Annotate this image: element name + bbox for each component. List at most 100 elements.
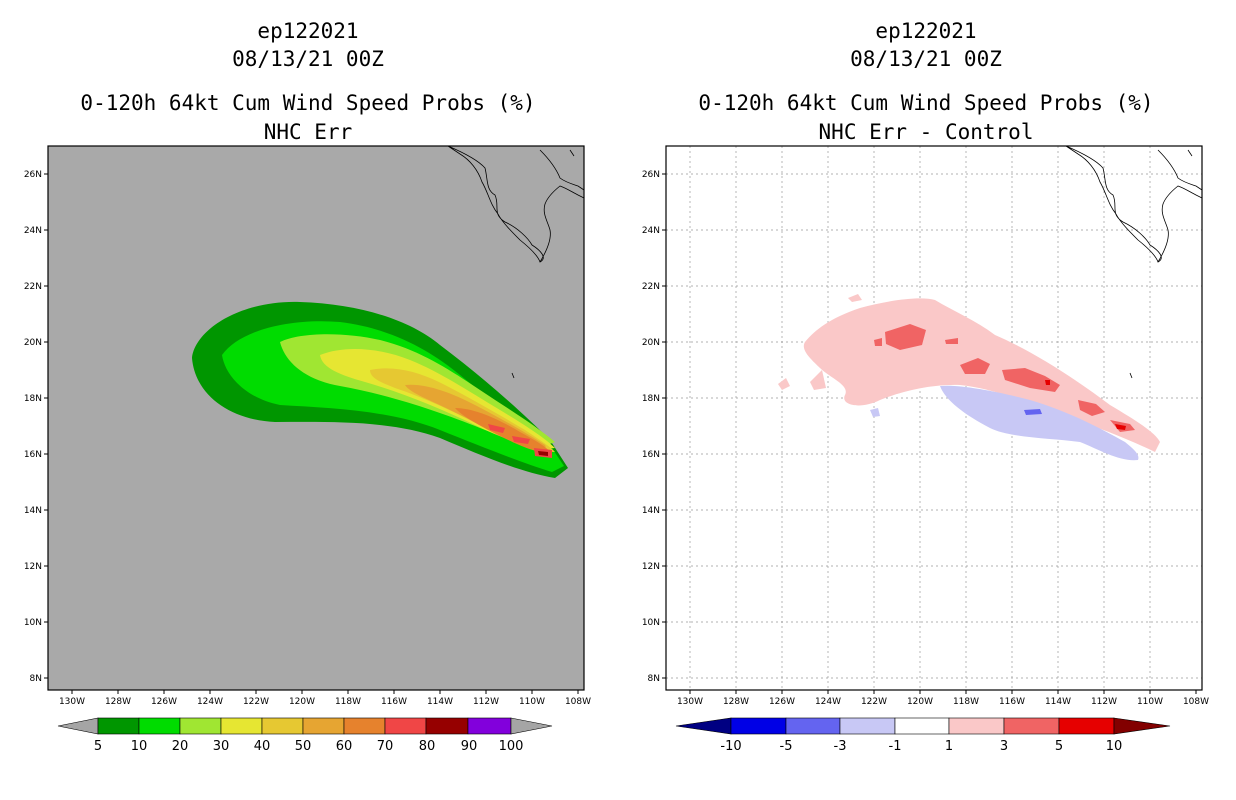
left-colorbar-bin-90-100 — [467, 717, 512, 735]
right-colorbar-bin-1-3 — [948, 717, 1005, 735]
left-colorbar-bin-60-70 — [343, 717, 386, 735]
left-lon-130W: 130W — [59, 697, 85, 707]
left-lon-112W: 112W — [473, 697, 499, 707]
left-colorbar-bin-30-40 — [220, 717, 263, 735]
right-colorbar-bin-5-10 — [1058, 717, 1115, 735]
right-lat-26N: 26N — [642, 170, 660, 180]
right-subtitle: NHC Err - Control — [818, 120, 1034, 144]
left-colorbar-label: 20 — [172, 739, 189, 754]
right-lon-118W: 118W — [953, 697, 979, 707]
right-lat-22N: 22N — [642, 282, 660, 292]
left-colorbar-bin-50-60 — [302, 717, 345, 735]
left-colorbar-bin-40-50 — [261, 717, 304, 735]
left-colorbar-label: 70 — [377, 739, 394, 754]
left-map-frame — [47, 145, 585, 691]
left-colorbar: 5 10 20 30 40 50 60 70 80 90 100 — [57, 717, 553, 754]
left-lat-16N: 16N — [24, 450, 42, 460]
left-lat-22N: 22N — [24, 282, 42, 292]
right-colorbar-label: -3 — [834, 739, 847, 754]
right-lat-10N: 10N — [642, 618, 660, 628]
right-colorbar-bin-n5-n3 — [785, 717, 841, 735]
left-lat-axis: 26N 24N 22N 20N 18N 16N 14N 12N 10N 8N — [24, 170, 48, 684]
left-lat-18N: 18N — [24, 394, 42, 404]
right-colorbar-over — [1113, 717, 1171, 735]
left-colorbar-bin-5-10 — [97, 717, 140, 735]
left-colorbar-label: 30 — [213, 739, 230, 754]
right-colorbar-label: -10 — [720, 739, 741, 754]
right-colorbar-under — [675, 717, 732, 735]
right-lon-114W: 114W — [1045, 697, 1071, 707]
left-lat-12N: 12N — [24, 562, 42, 572]
right-lat-8N: 8N — [648, 674, 660, 684]
right-lat-20N: 20N — [642, 338, 660, 348]
right-lon-axis: 130W 128W 126W 124W 122W 120W 118W 116W … — [677, 690, 1209, 707]
left-lon-124W: 124W — [197, 697, 223, 707]
right-colorbar-bin-n1-1 — [894, 717, 950, 735]
left-lon-118W: 118W — [335, 697, 361, 707]
right-colorbar-bin-n3-n1 — [839, 717, 896, 735]
right-colorbar: -10 -5 -3 -1 1 3 5 10 — [675, 717, 1171, 754]
right-lon-120W: 120W — [907, 697, 933, 707]
left-lon-108W: 108W — [565, 697, 591, 707]
left-lat-10N: 10N — [24, 618, 42, 628]
right-lon-110W: 110W — [1137, 697, 1163, 707]
left-colorbar-over — [510, 717, 553, 735]
right-lon-124W: 124W — [815, 697, 841, 707]
right-lat-16N: 16N — [642, 450, 660, 460]
left-lon-122W: 122W — [243, 697, 269, 707]
left-product-title: 0-120h 64kt Cum Wind Speed Probs (%) — [80, 91, 536, 115]
left-lat-24N: 24N — [24, 226, 42, 236]
left-lat-26N: 26N — [24, 170, 42, 180]
left-colorbar-label: 60 — [336, 739, 353, 754]
right-datetime: 08/13/21 00Z — [850, 47, 1002, 71]
left-colorbar-label: 90 — [461, 739, 478, 754]
left-lat-20N: 20N — [24, 338, 42, 348]
left-lon-axis: 130W 128W 126W 124W 122W 120W 118W 116W … — [59, 690, 591, 707]
right-lon-126W: 126W — [769, 697, 795, 707]
right-colorbar-label: 10 — [1106, 739, 1123, 754]
left-lat-14N: 14N — [24, 506, 42, 516]
right-colorbar-label: -1 — [889, 739, 902, 754]
left-colorbar-label: 10 — [131, 739, 148, 754]
left-colorbar-under — [57, 717, 99, 735]
right-lon-116W: 116W — [999, 697, 1025, 707]
right-lon-128W: 128W — [723, 697, 749, 707]
left-datetime: 08/13/21 00Z — [232, 47, 384, 71]
right-lon-108W: 108W — [1183, 697, 1209, 707]
right-product-title: 0-120h 64kt Cum Wind Speed Probs (%) — [698, 91, 1154, 115]
left-colorbar-label: 80 — [419, 739, 436, 754]
right-colorbar-label: -5 — [780, 739, 793, 754]
left-storm-id: ep122021 — [257, 19, 359, 43]
left-lon-128W: 128W — [105, 697, 131, 707]
left-lon-120W: 120W — [289, 697, 315, 707]
right-difference-field — [778, 294, 1160, 461]
right-lat-12N: 12N — [642, 562, 660, 572]
left-lon-114W: 114W — [427, 697, 453, 707]
right-lat-24N: 24N — [642, 226, 660, 236]
left-colorbar-label: 50 — [295, 739, 312, 754]
left-colorbar-bin-70-80 — [384, 717, 427, 735]
left-lat-8N: 8N — [30, 674, 42, 684]
right-lon-130W: 130W — [677, 697, 703, 707]
right-lat-18N: 18N — [642, 394, 660, 404]
right-coastline — [1065, 145, 1203, 379]
left-lon-126W: 126W — [151, 697, 177, 707]
right-storm-id: ep122021 — [875, 19, 977, 43]
left-probability-swath — [192, 301, 568, 478]
right-lat-axis: 26N 24N 22N 20N 18N 16N 14N 12N 10N 8N — [642, 170, 666, 684]
right-lon-112W: 112W — [1091, 697, 1117, 707]
right-colorbar-bin-n10-n5 — [730, 717, 787, 735]
right-lon-122W: 122W — [861, 697, 887, 707]
right-colorbar-label: 3 — [1000, 739, 1008, 754]
right-colorbar-label: 5 — [1055, 739, 1063, 754]
left-lon-110W: 110W — [519, 697, 545, 707]
left-colorbar-bin-20-30 — [179, 717, 222, 735]
right-lat-14N: 14N — [642, 506, 660, 516]
left-colorbar-bin-10-20 — [138, 717, 181, 735]
left-lon-116W: 116W — [381, 697, 407, 707]
left-colorbar-label: 5 — [94, 739, 102, 754]
left-subtitle: NHC Err — [263, 120, 353, 144]
right-map-frame — [665, 145, 1203, 691]
left-colorbar-label: 40 — [254, 739, 271, 754]
